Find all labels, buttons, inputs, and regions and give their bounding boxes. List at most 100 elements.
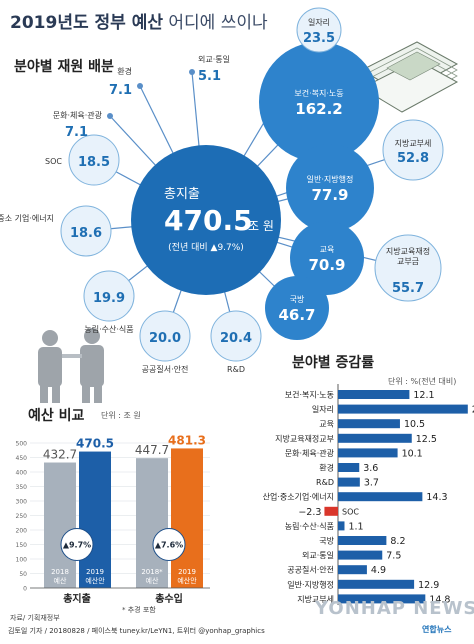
change-category: 환경: [319, 463, 334, 473]
budget-bar-label: 2019: [86, 568, 104, 576]
y-tick-label: 400: [16, 470, 28, 477]
bubble-value: 18.5: [78, 155, 110, 170]
budget-bar: [171, 448, 203, 588]
bubble-value: 19.9: [93, 291, 125, 306]
change-category: 일반·지방행정: [287, 579, 334, 589]
change-value: 3.7: [364, 478, 379, 489]
y-tick-label: 300: [16, 499, 28, 506]
change-category: 공공질서·안전: [287, 565, 334, 575]
change-bar: [338, 550, 383, 560]
change-category: SOC: [342, 507, 359, 516]
bubble-label: 국방: [290, 294, 305, 304]
change-bar: [338, 390, 410, 399]
bubble: [374, 234, 442, 302]
budget-bar: [44, 462, 76, 588]
change-bar: [338, 521, 345, 531]
bubble: [210, 310, 262, 362]
budget-value: 470.5: [76, 437, 114, 451]
change-category: 지방교육재정교부: [275, 433, 334, 443]
bubble: [60, 205, 112, 257]
budget-value: 481.3: [168, 433, 206, 447]
bubble: [259, 42, 379, 162]
title-sub: 어디에 쓰이나: [168, 13, 268, 33]
budget-bar-label: 예산안: [85, 576, 105, 585]
center-note: (전년 대비 ▲9.7%): [168, 242, 244, 253]
bubble-value: 52.8: [397, 151, 429, 166]
change-value: 10.5: [404, 419, 425, 430]
change-bar: [338, 448, 398, 458]
people-silhouette-icon: [38, 328, 104, 403]
budget-bar-label: 예산안: [177, 576, 197, 585]
bubble-label: 문화·체육·관광: [53, 110, 103, 120]
y-tick-label: 450: [16, 455, 28, 462]
bubble: [296, 7, 342, 53]
bubble-label: R&D: [227, 365, 245, 374]
page-title: 2019년도 정부 예산 어디에 쓰이나: [10, 8, 268, 33]
budget-comparison-chart: 050100150200250300350400450500432.72018예…: [16, 433, 210, 614]
change-value: 3.6: [363, 463, 378, 474]
bubble: [139, 310, 191, 362]
bubble-label: 외교·통일: [198, 54, 230, 64]
section-title-comparison: 예산 비교: [28, 408, 85, 424]
y-tick-label: 500: [16, 441, 28, 448]
money-stack-icon: [360, 41, 459, 113]
change-category: 지방교부세: [297, 594, 334, 604]
bubble-dot: [107, 113, 113, 119]
center-value: 470.5: [164, 204, 253, 237]
footer-credit: 김토일 기자 / 20180828 / 페이스북 tuney.kr/LeYN1,…: [8, 627, 265, 635]
change-category: 문화·체육·관광: [285, 448, 335, 458]
bubble-value: 5.1: [198, 69, 221, 84]
bubble-value: 18.6: [70, 226, 102, 241]
change-circle: [60, 528, 94, 561]
bubble-value: 23.5: [303, 31, 335, 46]
bubble: [286, 144, 374, 232]
y-tick-label: 250: [16, 513, 28, 520]
budget-bar-label: 예산: [54, 576, 67, 585]
bubble-value: 46.7: [278, 306, 315, 324]
bubble: [83, 270, 135, 322]
bubble-label: SOC: [45, 157, 62, 166]
budget-value: 447.7: [135, 443, 169, 457]
center-label: 총지출: [164, 187, 200, 202]
change-bar: [338, 565, 367, 575]
change-category: 국방: [319, 536, 334, 546]
bubble: [68, 134, 120, 186]
change-category: 교육: [319, 420, 334, 429]
budget-bar-label: 2019: [178, 568, 196, 576]
change-value: 14.3: [426, 492, 447, 503]
change-bar: [338, 594, 426, 604]
group-name: 총지출: [63, 592, 91, 605]
change-category: 농림·수산·식품: [285, 521, 334, 531]
bubble-label: 일자리: [308, 18, 330, 27]
change-category: 산업·중소기업·에너지: [263, 492, 334, 502]
change-bar: [338, 433, 412, 443]
budget-note: * 추경 포함: [122, 605, 156, 614]
change-bar: [338, 579, 415, 589]
bubble: [290, 221, 364, 295]
source-text: 자료/ 기획재정부: [10, 614, 60, 622]
bubble-label: 산업·중소 기업·에너지: [0, 213, 54, 223]
change-value: 22.0: [472, 405, 474, 416]
change-category: 일자리: [312, 405, 334, 414]
budget-bar-label: 2018: [51, 568, 69, 576]
comparison-unit: 단위 : 조 원: [101, 411, 141, 420]
budget-bar-label: 2018*: [141, 568, 163, 576]
bubble-dot: [137, 83, 143, 89]
change-bar: [338, 463, 360, 472]
y-tick-label: 100: [16, 557, 28, 564]
bubble-chart: 보건·복지·노동 162.2 일자리 23.5 일반·지방행정 77.9 지방교부세 52.8…: [0, 7, 444, 374]
change-value: 12.5: [416, 434, 437, 445]
center-unit: 조 원: [248, 219, 274, 233]
change-value: 14.8: [429, 594, 450, 605]
bubble-dot: [189, 69, 195, 75]
change-text: ▲7.6%: [155, 541, 183, 550]
bubble-value: 70.9: [308, 256, 345, 274]
yonhap-logo: YONHAP NEWS: [315, 598, 474, 619]
bubble-label: 공공질서·안전: [142, 364, 189, 374]
change-value: 8.2: [390, 536, 405, 547]
bubble-label: 교부금: [397, 257, 419, 266]
center-bubble: [131, 145, 281, 295]
change-value: 1.1: [348, 521, 363, 532]
bubble-label: 보건·복지·노동: [294, 88, 343, 98]
bubble-value: 20.0: [149, 331, 181, 346]
